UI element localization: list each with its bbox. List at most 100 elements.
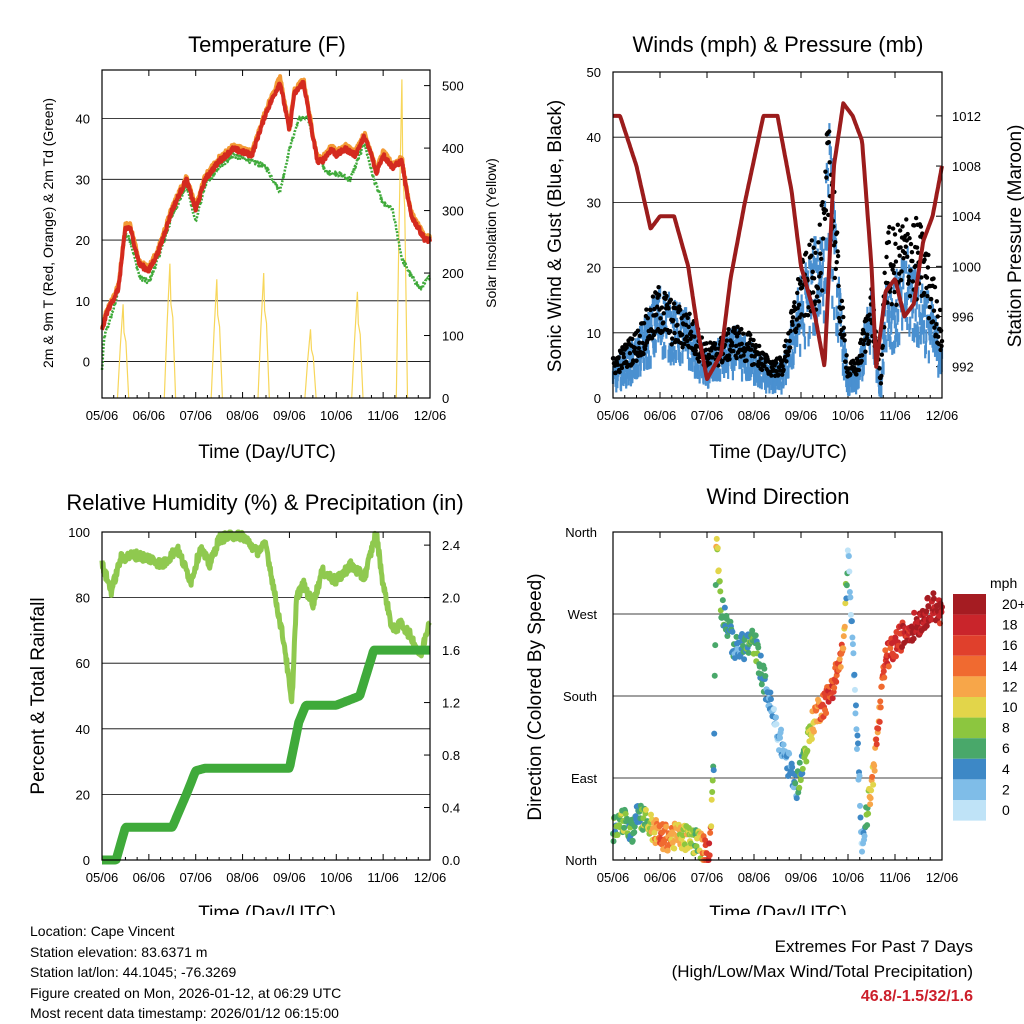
wind-direction-point — [749, 627, 756, 634]
wind-direction-point — [852, 710, 859, 717]
gust-point — [937, 307, 943, 313]
gust-point — [782, 343, 787, 349]
gust-point — [686, 324, 691, 330]
gust-point — [925, 265, 931, 270]
gust-point — [936, 334, 941, 339]
extremes-value: 46.8/-1.5/32/1.6 — [860, 988, 973, 1005]
direction-tick-label: East — [571, 771, 597, 786]
x-tick-label: 06/06 — [644, 408, 677, 423]
y-tick-label: 0 — [594, 391, 601, 406]
gust-point — [762, 363, 767, 369]
gust-point — [848, 372, 853, 377]
direction-tick-label: North — [565, 525, 597, 540]
gust-point — [641, 351, 646, 357]
legend-swatch — [953, 676, 986, 697]
gust-point — [809, 238, 815, 243]
y2-tick-label: 1.2 — [442, 696, 460, 711]
y2-tick-label: 300 — [442, 204, 464, 219]
gust-point — [735, 324, 740, 330]
y-tick-label: 20 — [587, 261, 601, 276]
data-timestamp: Most recent data timestamp: 2026/01/12 0… — [30, 1005, 339, 1021]
legend-label: 18 — [1002, 617, 1018, 633]
wind-direction-point — [842, 600, 849, 607]
gust-point — [786, 349, 791, 354]
x-tick-label: 11/06 — [367, 870, 399, 885]
gust-point — [889, 301, 894, 307]
gust-point — [822, 216, 828, 221]
gust-point — [811, 276, 817, 281]
gust-point — [644, 307, 649, 312]
wind-direction-point — [911, 609, 918, 616]
x-tick-label: 06/06 — [133, 408, 166, 423]
station-latlon: Station lat/lon: 44.1045; -76.3269 — [30, 964, 237, 980]
wind-direction-point — [808, 735, 815, 742]
wind-direction-point — [631, 823, 638, 830]
humidity-panel: Relative Humidity (%) & Precipitation (i… — [28, 490, 464, 915]
series-2m-t — [100, 79, 432, 331]
legend-swatch — [953, 614, 986, 636]
gust-point — [920, 231, 925, 236]
gust-point — [902, 250, 908, 256]
wind-direction-point — [664, 847, 671, 854]
gust-point — [617, 369, 622, 375]
gust-point — [886, 230, 891, 235]
gust-point — [820, 199, 825, 205]
solar-insolation-spike — [304, 329, 317, 399]
gust-point — [931, 276, 936, 281]
gust-point — [841, 314, 846, 320]
gust-point — [854, 372, 859, 377]
wind-direction-point — [868, 787, 875, 794]
gust-point — [931, 308, 937, 313]
gust-point — [859, 353, 865, 358]
gust-point — [739, 326, 744, 332]
wind-direction-point — [796, 759, 803, 766]
solar-insolation-spike — [116, 304, 130, 399]
legend-label: 14 — [1002, 658, 1018, 674]
wind-direction-point — [710, 767, 717, 774]
gust-point — [648, 307, 653, 313]
legend-swatch — [953, 758, 986, 780]
wind-direction-point — [767, 689, 774, 696]
y2-tick-label: 992 — [952, 360, 974, 375]
gust-point — [816, 240, 821, 245]
legend-label: 2 — [1002, 781, 1010, 797]
y2-tick-label: 2.0 — [442, 591, 460, 606]
x-tick-label: 07/06 — [179, 870, 212, 885]
y-tick-label: 20 — [76, 233, 90, 248]
gust-point — [877, 366, 882, 371]
gust-point — [894, 302, 899, 308]
wind-direction-point — [892, 634, 899, 641]
gust-point — [890, 226, 896, 231]
wind-direction-point — [708, 796, 715, 803]
direction-tick-label: North — [565, 853, 597, 868]
total-precipitation-line — [98, 645, 434, 865]
wind-direction-point — [647, 811, 654, 818]
gust-point — [769, 373, 774, 378]
wind-direction-point — [851, 686, 858, 693]
gust-point — [842, 332, 847, 338]
wind-direction-point — [702, 837, 709, 844]
gust-point — [783, 338, 789, 343]
gust-point — [787, 338, 792, 344]
gust-point — [679, 332, 685, 337]
legend-label: 12 — [1002, 678, 1018, 694]
gust-point — [863, 349, 868, 354]
gust-point — [730, 343, 735, 348]
relative-humidity-line — [99, 529, 432, 705]
gust-point — [642, 346, 648, 352]
legend-label: 8 — [1002, 720, 1010, 736]
wind-direction-point — [859, 848, 866, 855]
direction-tick-label: West — [568, 607, 598, 622]
gust-point — [908, 241, 914, 247]
y-tick-label: 80 — [76, 591, 90, 606]
winds-panel: Winds (mph) & Pressure (mb) 0 10 20 30 40 50 9… — [545, 32, 1024, 463]
gust-point — [815, 286, 821, 291]
gust-point — [753, 343, 759, 348]
humidity-ylabel: Percent & Total Rainfall — [28, 597, 49, 794]
wind-direction-point — [924, 594, 931, 601]
gust-point — [806, 305, 811, 310]
x-tick-label: 09/06 — [273, 870, 306, 885]
gust-point — [836, 283, 841, 289]
legend-label: 6 — [1002, 740, 1010, 756]
gust-point — [835, 249, 840, 254]
